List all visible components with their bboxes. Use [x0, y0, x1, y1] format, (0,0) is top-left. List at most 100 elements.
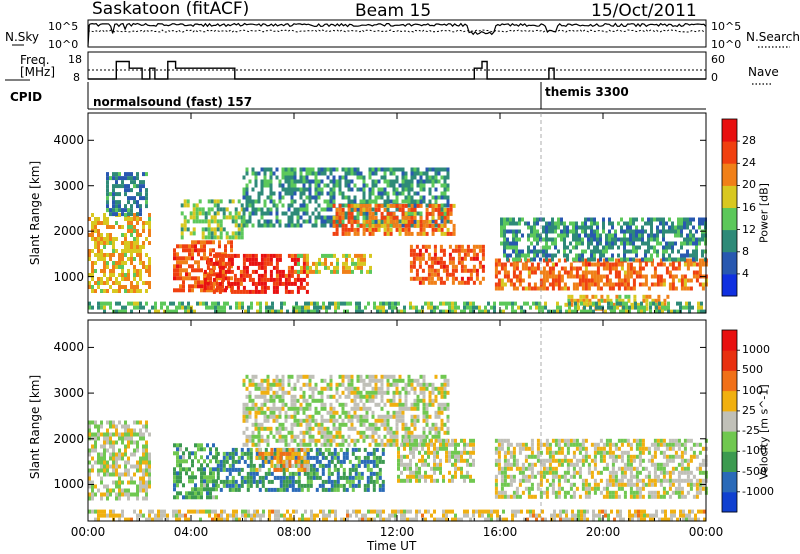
velocity-cell — [130, 428, 133, 433]
velocity-cell — [409, 478, 412, 483]
power-cell — [674, 257, 677, 262]
power-cell — [610, 305, 613, 310]
velocity-cell — [351, 467, 355, 472]
power-cell — [310, 309, 313, 314]
velocity-cell — [386, 422, 390, 427]
power-cell — [668, 245, 671, 250]
power-cell — [287, 281, 291, 286]
power-cell — [622, 301, 625, 306]
power-cell — [223, 305, 226, 310]
power-cell — [653, 266, 657, 271]
power-cell — [605, 262, 609, 267]
power-cell — [469, 248, 473, 253]
power-cell — [242, 273, 246, 278]
power-cell — [632, 229, 635, 234]
velocity-cell — [303, 471, 307, 476]
power-cell — [608, 233, 611, 238]
velocity-cell — [383, 422, 387, 427]
power-cell — [365, 211, 369, 216]
power-cell — [272, 223, 276, 228]
power-cell — [554, 221, 557, 226]
power-cell — [350, 179, 354, 184]
velocity-cell — [109, 420, 112, 425]
power-cell — [581, 278, 585, 283]
velocity-cell — [267, 459, 271, 464]
velocity-cell — [372, 479, 376, 484]
power-cell — [355, 301, 358, 306]
velocity-cell — [392, 430, 396, 435]
power-cell — [224, 248, 227, 253]
power-cell — [698, 221, 701, 226]
velocity-cell — [392, 394, 396, 399]
power-cell — [635, 229, 638, 234]
velocity-cell — [374, 442, 378, 447]
velocity-cell — [179, 447, 182, 452]
velocity-cell — [375, 463, 379, 468]
power-cell — [293, 187, 297, 192]
power-cell — [136, 269, 139, 273]
power-cell — [379, 301, 382, 306]
power-cell — [469, 256, 473, 261]
power-cell — [275, 257, 279, 262]
power-cell — [184, 309, 187, 314]
power-cell — [163, 309, 166, 314]
velocity-cell — [254, 382, 258, 387]
velocity-cell — [342, 471, 346, 476]
velocity-cell — [434, 434, 438, 439]
power-cell — [142, 229, 145, 233]
power-cell — [371, 191, 375, 196]
velocity-cell — [326, 442, 330, 447]
velocity-cell — [231, 467, 235, 472]
power-cell — [611, 282, 615, 287]
velocity-cell — [353, 426, 357, 431]
power-cell — [380, 191, 384, 196]
velocity-cell — [279, 483, 283, 488]
power-cell — [637, 309, 640, 314]
power-cell — [662, 233, 665, 238]
velocity-cell — [383, 434, 387, 439]
velocity-cell — [398, 406, 402, 411]
power-cell — [260, 191, 264, 196]
power-cell — [503, 241, 506, 246]
velocity-cell — [332, 410, 336, 415]
power-cell — [121, 249, 124, 253]
velocity-cell — [312, 475, 316, 480]
velocity-cell — [294, 451, 298, 456]
power-cell — [509, 221, 512, 226]
velocity-cell — [103, 436, 106, 441]
power-cell — [466, 280, 470, 285]
velocity-cell — [404, 430, 408, 435]
velocity-cell — [378, 487, 382, 492]
power-cell — [251, 171, 255, 176]
velocity-cell — [312, 467, 316, 472]
power-cell — [551, 262, 555, 267]
velocity-cell — [254, 402, 258, 407]
power-cell — [275, 281, 279, 286]
velocity-cell — [389, 430, 393, 435]
power-cell — [590, 282, 594, 287]
velocity-cell — [127, 424, 130, 429]
velocity-cell — [350, 426, 354, 431]
velocity-cell — [100, 496, 103, 501]
power-cell — [103, 261, 106, 265]
velocity-cell — [97, 424, 100, 429]
velocity-cell — [133, 440, 136, 445]
power-cell — [425, 167, 429, 172]
power-cell — [341, 227, 345, 232]
power-cell — [219, 223, 223, 228]
power-cell — [362, 215, 366, 220]
velocity-cell — [395, 434, 399, 439]
velocity-cell — [308, 438, 312, 443]
power-cell — [351, 261, 354, 266]
velocity-cell — [311, 414, 315, 419]
velocity-cell — [106, 440, 109, 445]
power-cell — [127, 257, 130, 261]
power-cell — [230, 244, 233, 249]
power-cell — [260, 211, 264, 216]
power-cell — [275, 175, 279, 180]
velocity-cell — [270, 455, 274, 460]
power-cell — [505, 301, 508, 306]
power-cell — [359, 171, 363, 176]
velocity-cell — [263, 378, 267, 383]
velocity-cell — [245, 386, 249, 391]
